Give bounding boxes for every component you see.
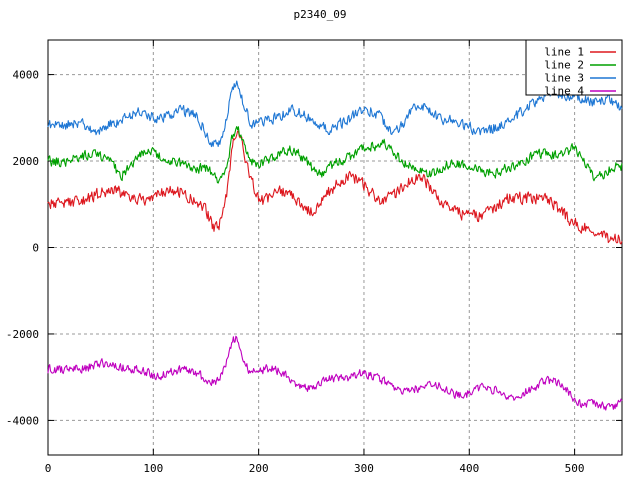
x-tick-label: 200: [249, 462, 269, 475]
legend-label-1: line 1: [544, 46, 584, 59]
x-tick-label: 0: [45, 462, 52, 475]
y-tick-label: 4000: [13, 69, 40, 82]
chart-title: p2340_09: [293, 8, 347, 21]
y-tick-label: 0: [32, 242, 39, 255]
plot-frame: [47, 39, 623, 456]
x-tick-label: 100: [143, 462, 163, 475]
y-tick-label: -4000: [6, 414, 39, 427]
x-tick-label: 300: [354, 462, 374, 475]
y-tick-label: -2000: [6, 328, 39, 341]
data-series-layer: [47, 80, 623, 411]
y-tick-label: 2000: [13, 155, 40, 168]
series-line-3: [47, 80, 623, 148]
y-axis-ticks: -4000 -2000 0 2000 4000: [6, 69, 622, 427]
x-tick-label: 500: [565, 462, 585, 475]
series-line-1: [47, 130, 623, 245]
x-axis-ticks: 0 100 200 300 400 500: [45, 40, 585, 475]
series-line-4: [47, 335, 623, 411]
x-tick-label: 400: [459, 462, 479, 475]
legend-label-4: line 4: [544, 85, 584, 98]
legend-label-2: line 2: [544, 59, 584, 72]
series-line-2: [47, 126, 623, 184]
legend-label-3: line 3: [544, 72, 584, 85]
